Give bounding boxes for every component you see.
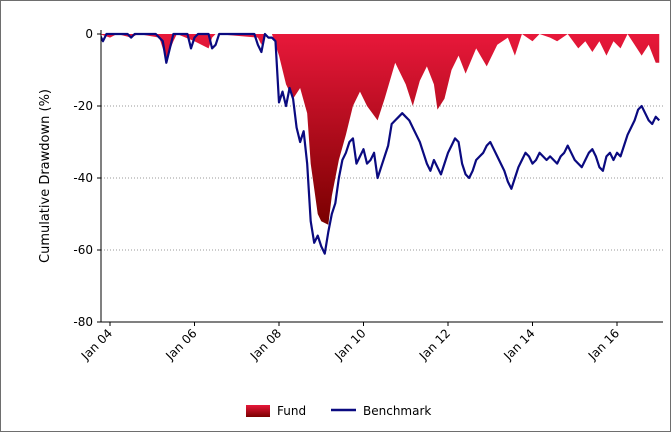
x-tick-labels: Jan 04 Jan 06 Jan 08 Jan 10 Jan 12 Jan 14 Jan … xyxy=(78,326,622,363)
legend-fund-swatch xyxy=(246,405,270,417)
y-tick-label: -80 xyxy=(73,315,93,329)
y-axis-label: Cumulative Drawdown (%) xyxy=(38,89,53,263)
x-tick-label: Jan 08 xyxy=(247,326,284,363)
legend-benchmark-label: Benchmark xyxy=(363,404,431,418)
legend-fund-label: Fund xyxy=(277,404,306,418)
series-benchmark-line xyxy=(101,32,661,255)
y-tick-label: 0 xyxy=(85,27,93,41)
plot-area xyxy=(101,32,661,255)
x-tick-label: Jan 16 xyxy=(585,326,622,363)
x-tick-label: Jan 14 xyxy=(500,326,537,363)
y-tick-labels: 0 -20 -40 -60 -80 xyxy=(73,27,93,329)
gridlines xyxy=(101,105,663,251)
x-tick-label: Jan 12 xyxy=(416,326,453,363)
y-tick-label: -40 xyxy=(73,171,93,185)
x-tick-label: Jan 04 xyxy=(78,326,115,363)
series-fund-area xyxy=(101,34,660,225)
axes xyxy=(97,30,663,326)
y-tick-label: -20 xyxy=(73,99,93,113)
x-tick-label: Jan 06 xyxy=(162,326,199,363)
legend: Fund Benchmark xyxy=(246,404,431,418)
y-tick-label: -60 xyxy=(73,243,93,257)
x-tick-label: Jan 10 xyxy=(331,326,368,363)
